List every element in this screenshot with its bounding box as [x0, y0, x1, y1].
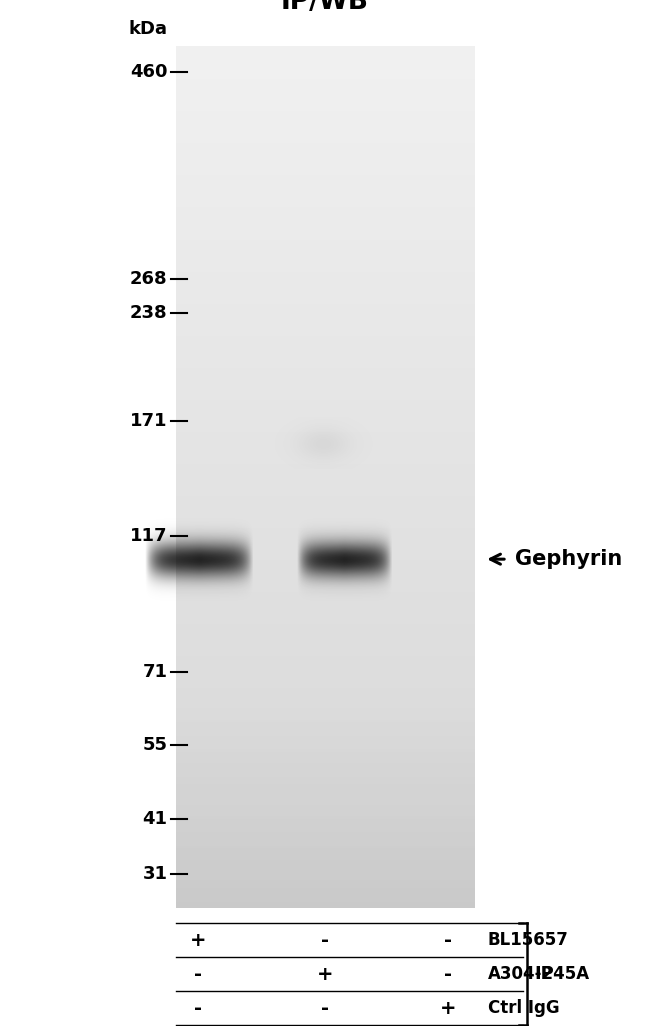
Text: 41: 41 — [142, 810, 168, 828]
Text: +: + — [440, 998, 457, 1018]
Text: -: - — [445, 931, 452, 950]
Text: 238: 238 — [130, 304, 168, 322]
Text: 55: 55 — [142, 736, 168, 754]
Text: IP/WB: IP/WB — [281, 0, 369, 15]
Text: -: - — [445, 964, 452, 984]
Text: Gephyrin: Gephyrin — [515, 549, 622, 569]
Text: +: + — [317, 964, 333, 984]
Text: 117: 117 — [130, 526, 168, 545]
Text: +: + — [190, 931, 207, 950]
Text: IP: IP — [534, 965, 554, 983]
Text: 460: 460 — [130, 63, 168, 81]
Text: BL15657: BL15657 — [488, 932, 568, 949]
Text: -: - — [321, 931, 329, 950]
Text: 31: 31 — [142, 865, 168, 883]
Text: -: - — [194, 998, 202, 1018]
Text: -: - — [194, 964, 202, 984]
Text: 71: 71 — [142, 663, 168, 681]
Text: 171: 171 — [130, 411, 168, 430]
Text: 268: 268 — [130, 270, 168, 288]
Text: -: - — [321, 998, 329, 1018]
Text: A304-245A: A304-245A — [488, 965, 590, 983]
Text: Ctrl IgG: Ctrl IgG — [488, 999, 559, 1017]
Text: kDa: kDa — [129, 19, 168, 38]
